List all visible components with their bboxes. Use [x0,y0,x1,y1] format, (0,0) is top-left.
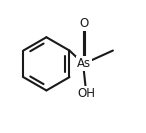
Text: As: As [77,57,91,70]
Text: O: O [79,17,88,30]
Text: OH: OH [77,87,95,100]
